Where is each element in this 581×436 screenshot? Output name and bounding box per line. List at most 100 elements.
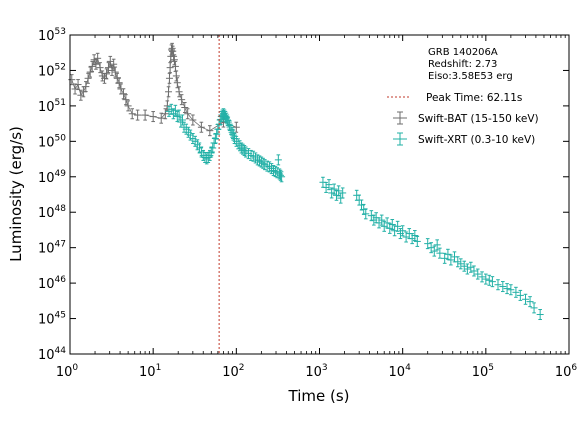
bat-data-point xyxy=(84,72,92,84)
xrt-data-point xyxy=(234,138,242,150)
x-tick-label: 104 xyxy=(389,363,412,380)
bat-data-point xyxy=(115,77,123,89)
xrt-data-point xyxy=(447,254,455,266)
xrt-data-point xyxy=(454,256,462,268)
bat-data-point xyxy=(232,121,240,133)
xrt-data-point xyxy=(411,230,419,242)
bat-data-point xyxy=(128,108,136,120)
bat-data-point xyxy=(172,70,180,82)
xrt-data-point xyxy=(516,289,524,301)
xrt-series xyxy=(165,103,544,321)
xrt-data-point xyxy=(375,217,383,229)
bat-data-point xyxy=(82,81,90,93)
y-tick-label: 1051 xyxy=(38,98,66,115)
y-axis-label: Luminosity (erg/s) xyxy=(7,126,25,262)
xrt-data-point xyxy=(526,296,534,308)
legend-xrt-label: Swift-XRT (0.3-10 keV) xyxy=(418,134,535,146)
bat-data-point xyxy=(122,94,130,106)
bat-data-point xyxy=(111,66,119,78)
bat-data-point xyxy=(178,94,186,106)
xrt-data-point xyxy=(271,166,279,178)
xrt-data-point xyxy=(391,225,399,237)
xrt-data-point xyxy=(499,281,507,293)
bat-data-point xyxy=(90,54,98,66)
bat-data-point xyxy=(74,79,82,91)
y-tick-label: 1047 xyxy=(38,240,66,257)
bat-data-point xyxy=(166,62,174,74)
xrt-data-point xyxy=(507,284,515,296)
xrt-data-point xyxy=(399,225,407,237)
xrt-data-point xyxy=(325,179,333,191)
xrt-data-point xyxy=(530,302,538,314)
y-axis-ticks: 1044 1045 1046 1047 1048 1049 1050 1051 1052 1053 xyxy=(38,27,569,363)
bat-data-point xyxy=(149,111,157,123)
plot-area xyxy=(68,34,570,355)
bat-data-point xyxy=(117,83,125,95)
x-tick-label: 103 xyxy=(305,363,327,380)
y-tick-label: 1049 xyxy=(38,169,66,186)
xrt-data-point xyxy=(444,248,452,260)
xrt-data-point xyxy=(512,286,520,298)
xrt-data-point xyxy=(254,154,262,166)
xrt-data-point xyxy=(424,238,432,250)
xrt-data-point xyxy=(413,235,421,247)
x-tick-label: 105 xyxy=(472,363,494,380)
xrt-data-point xyxy=(335,185,343,197)
legend-bat-swatch xyxy=(393,111,407,125)
series-layer xyxy=(68,42,544,321)
xrt-data-point xyxy=(430,245,438,257)
xrt-data-point xyxy=(463,263,471,275)
bat-data-point xyxy=(103,68,111,80)
xrt-data-point xyxy=(441,252,449,264)
xrt-data-point xyxy=(536,309,544,321)
xrt-data-point xyxy=(330,183,338,195)
y-tick-label: 1044 xyxy=(38,346,66,363)
x-tick-label: 100 xyxy=(56,363,79,380)
y-tick-label: 1050 xyxy=(38,133,66,150)
xrt-data-point xyxy=(460,260,468,272)
xrt-data-point xyxy=(339,187,347,199)
xrt-data-point xyxy=(362,208,370,220)
bat-data-point xyxy=(96,62,104,74)
bat-data-point xyxy=(141,109,149,121)
bat-data-point xyxy=(94,52,102,64)
bat-data-point xyxy=(181,102,189,114)
bat-data-point xyxy=(165,72,173,84)
bat-data-point xyxy=(134,109,142,121)
x-axis-ticks: 100 101 102 103 104 105 106 xyxy=(56,35,577,380)
xrt-data-point xyxy=(210,137,218,149)
xrt-data-point xyxy=(522,293,530,305)
redshift-text: Redshift: 2.73 xyxy=(428,59,497,70)
xrt-data-point xyxy=(482,273,490,285)
bat-data-point xyxy=(106,55,114,67)
xrt-data-point xyxy=(503,283,511,295)
xrt-data-point xyxy=(278,171,286,183)
xrt-data-point xyxy=(171,104,179,116)
bat-series xyxy=(68,42,240,137)
bat-data-point xyxy=(184,108,192,120)
xrt-data-point xyxy=(211,133,219,145)
xrt-data-point xyxy=(494,279,502,291)
xrt-data-point xyxy=(378,214,386,226)
bat-data-point xyxy=(92,58,100,70)
bat-data-point xyxy=(101,72,109,84)
xrt-data-point xyxy=(386,222,394,234)
legend-xrt-swatch xyxy=(393,132,407,146)
legend: Peak Time: 62.11s Swift-BAT (15-150 keV)… xyxy=(387,92,539,146)
xrt-data-point xyxy=(436,247,444,259)
bat-data-point xyxy=(175,86,183,98)
x-axis-label: Time (s) xyxy=(288,387,350,405)
y-tick-label: 1045 xyxy=(38,311,66,328)
xrt-data-point xyxy=(433,239,441,251)
y-tick-label: 1053 xyxy=(38,27,66,44)
bat-data-point xyxy=(108,64,116,76)
bat-data-point xyxy=(68,74,76,86)
bat-data-point xyxy=(71,83,79,95)
xrt-data-point xyxy=(274,154,282,166)
y-tick-label: 1052 xyxy=(38,62,66,79)
bat-data-point xyxy=(86,66,94,78)
xrt-data-point xyxy=(478,271,486,283)
xrt-data-point xyxy=(228,126,236,138)
y-tick-label: 1048 xyxy=(38,204,66,221)
bat-data-point xyxy=(165,86,173,98)
